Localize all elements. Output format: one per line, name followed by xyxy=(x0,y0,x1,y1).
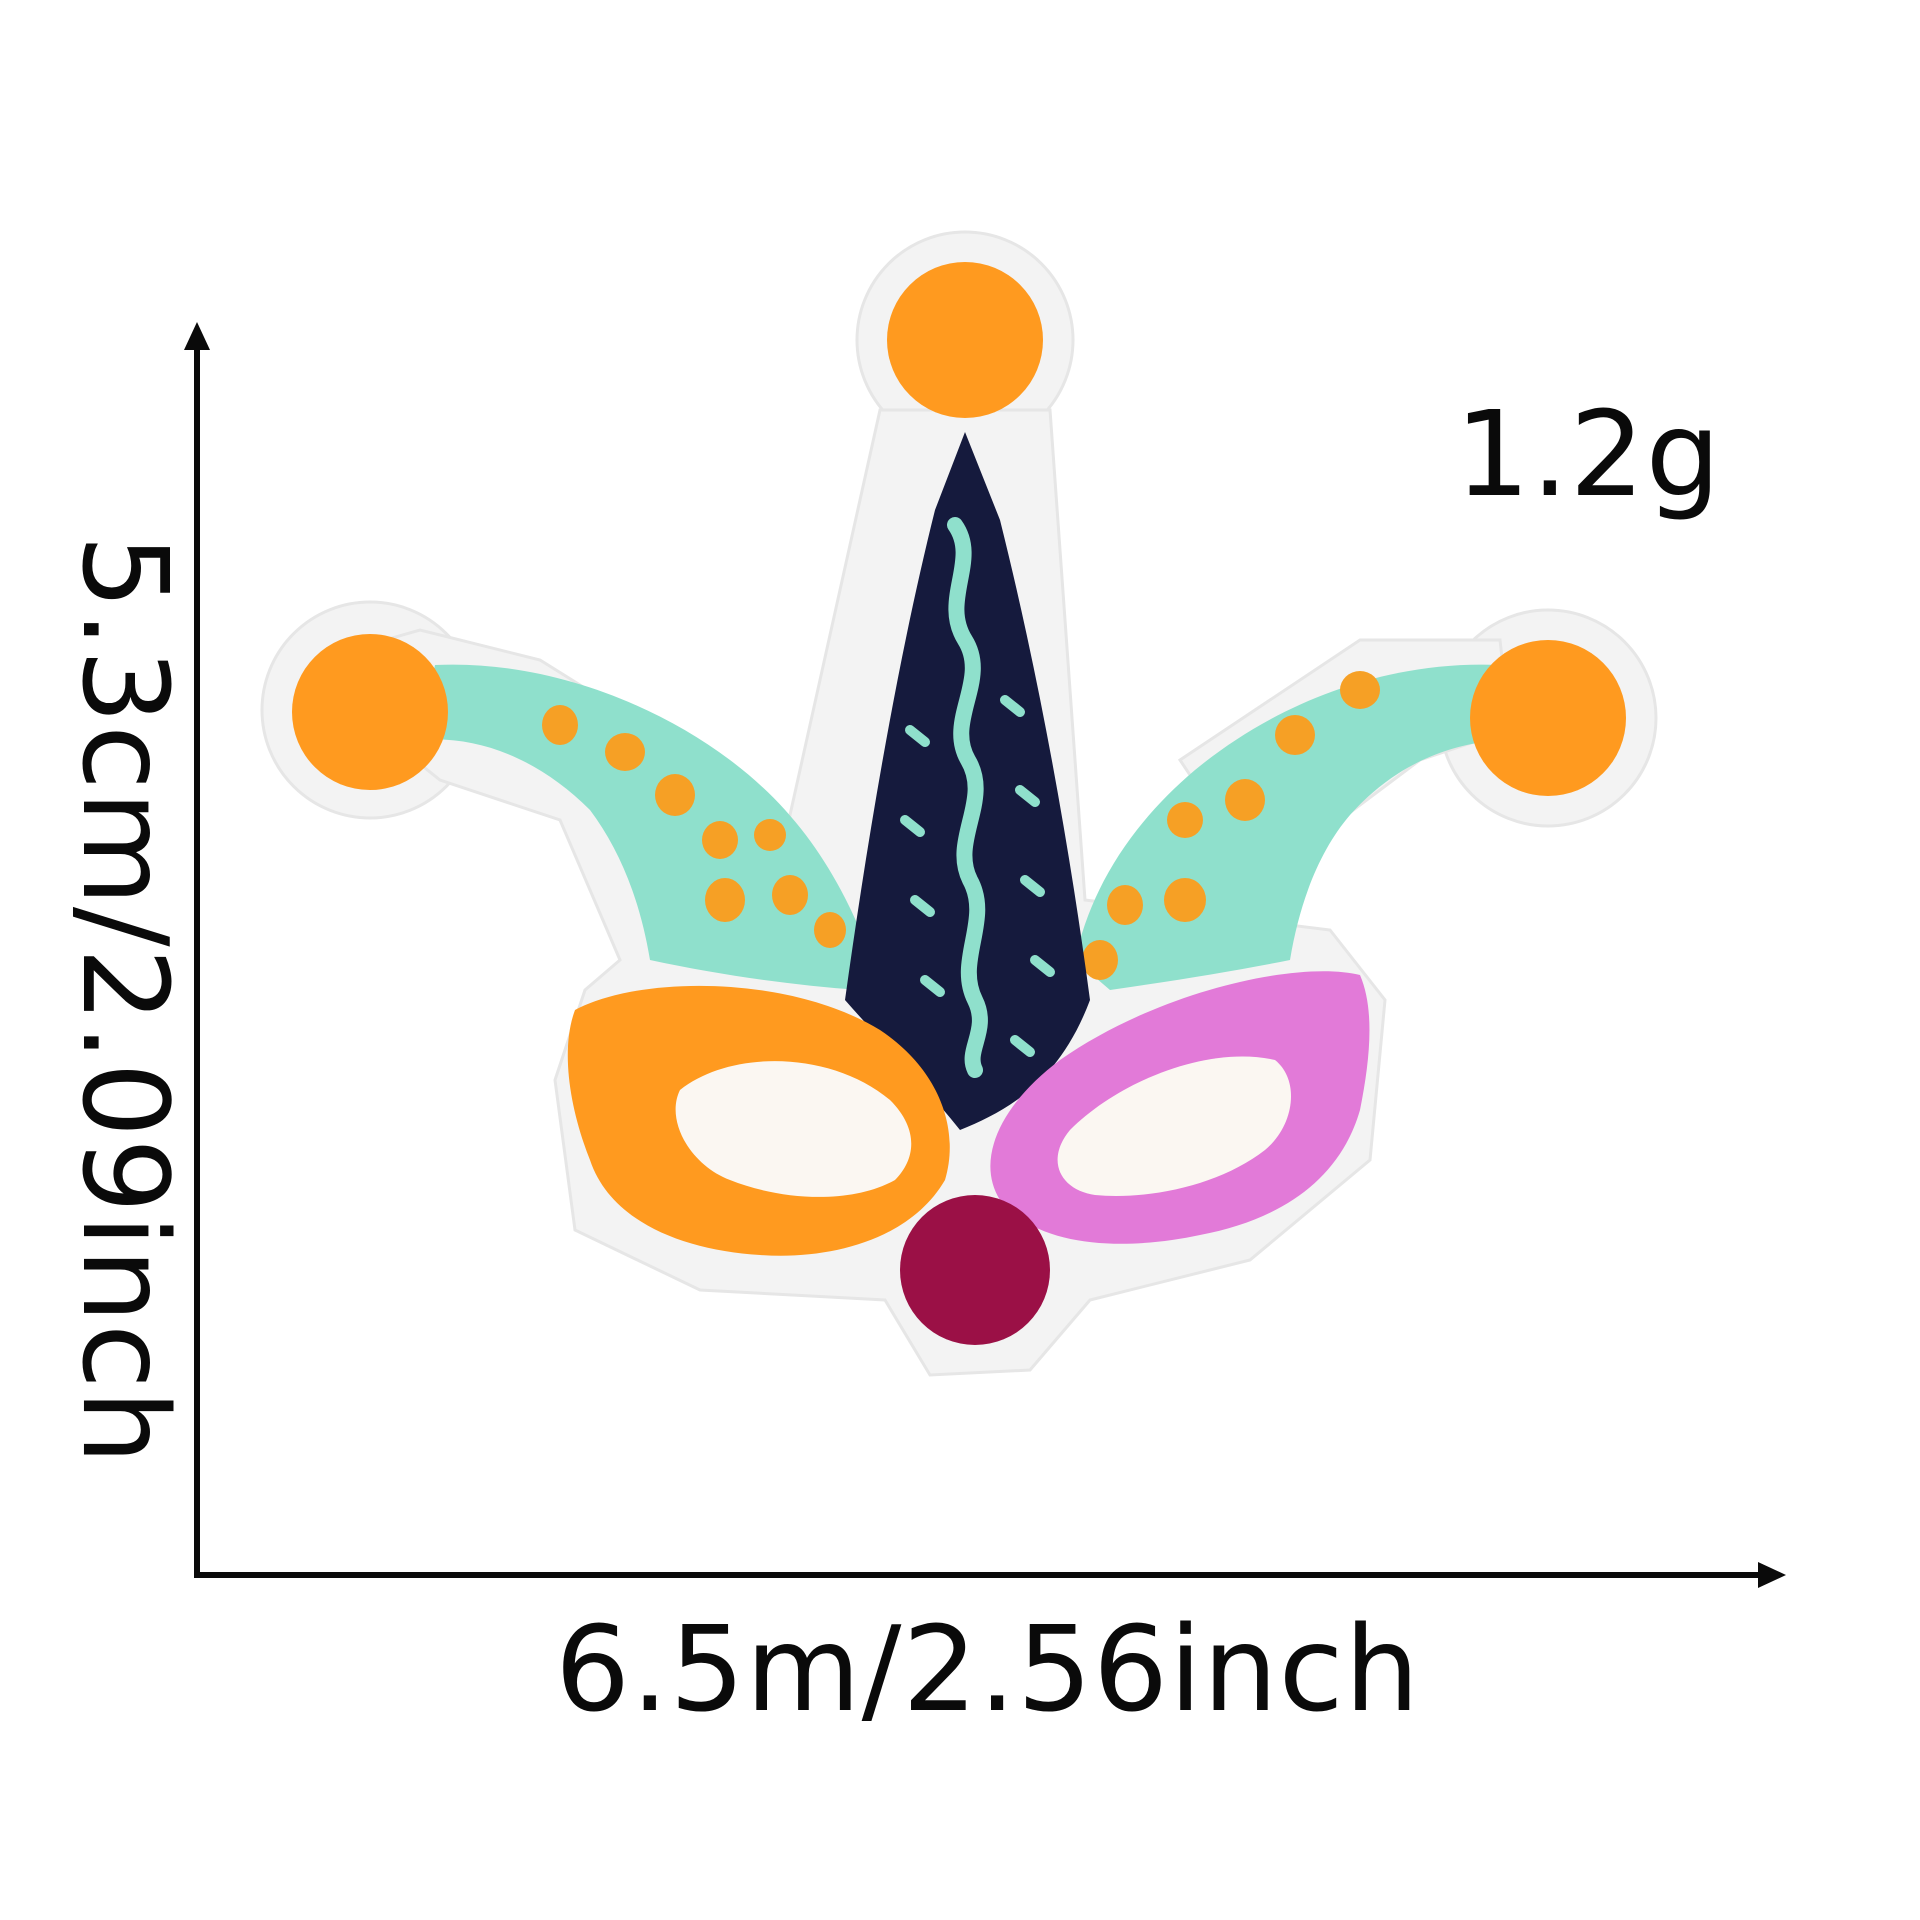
width-dimension-label: 6.5m/2.56inch xyxy=(555,1600,1421,1738)
right-hat-flap xyxy=(1075,664,1500,990)
left-eye-hole xyxy=(675,1061,912,1197)
right-pompom xyxy=(1470,640,1626,796)
cone-squiggle xyxy=(947,517,988,1078)
weight-label: 1.2g xyxy=(1455,385,1722,523)
left-pompom xyxy=(292,634,448,790)
height-arrow-head xyxy=(184,322,210,350)
left-hat-flap xyxy=(420,664,860,990)
right-eye-hole xyxy=(1057,1056,1292,1196)
nose-pompom xyxy=(900,1195,1050,1345)
flap-dots xyxy=(542,671,1380,980)
jester-patch xyxy=(260,230,1658,1377)
height-dimension-label: 5.3cm/2.09inch xyxy=(56,534,194,1466)
dimension-lines xyxy=(184,322,1786,1588)
width-arrow-head xyxy=(1758,1562,1786,1588)
cone-dashes xyxy=(900,695,1055,1057)
top-pompom xyxy=(887,262,1043,418)
